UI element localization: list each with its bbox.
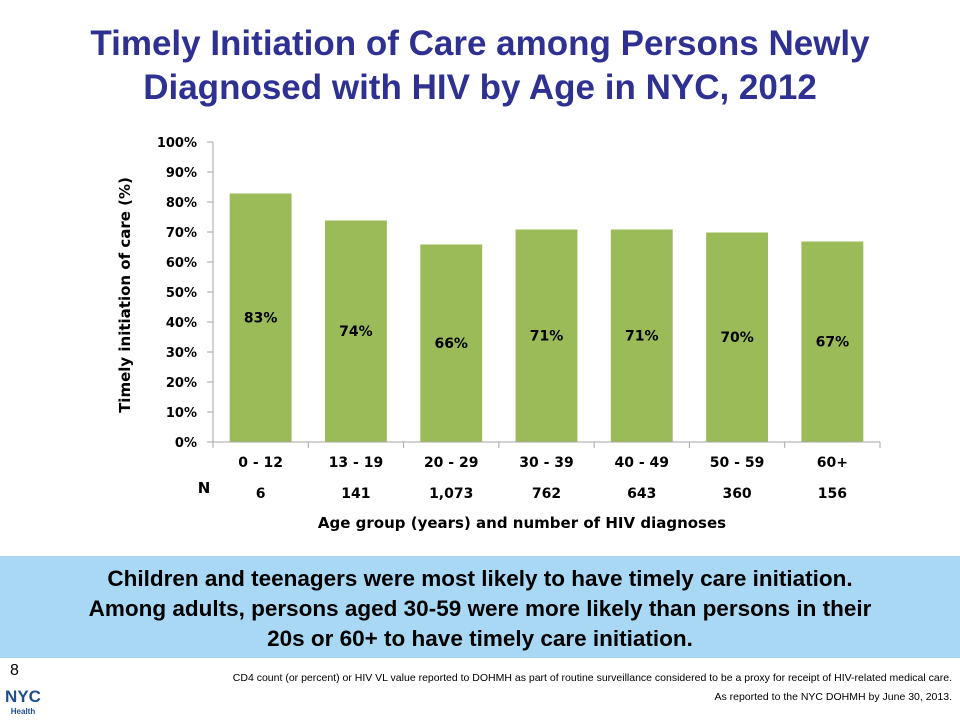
bar [228,192,293,443]
bar-data-label: 83% [244,311,278,327]
bar-data-label: 66% [434,336,468,352]
page-number: 8 [10,662,19,679]
bar [323,219,388,443]
bars: 83% 74% 66% 71% 71% 70% 67% [228,192,865,443]
logo-subtext: Health [11,707,36,716]
x-axis-title: Age group (years) and number of HIV diag… [318,514,726,532]
callout-line-3: 20s or 60+ to have timely care initiatio… [267,626,693,651]
bar [705,231,770,443]
n-value-label: 141 [341,486,370,502]
x-category-label: 40 - 49 [615,455,670,471]
x-category-label: 30 - 39 [519,455,574,471]
y-tick-label: 80% [166,196,197,211]
y-tick-label: 20% [166,376,197,391]
bar-data-label: 71% [530,329,564,345]
y-axis: 0% 10% 20% 30% 40% 50% 60% 70% 80% 90% 100% [157,136,214,451]
x-category-label: 50 - 59 [710,455,765,471]
title-line-2: Diagnosed with HIV by Age in NYC, 2012 [143,68,817,107]
n-value-label: 1,073 [429,486,473,502]
x-axis: 0 - 12 6 13 - 19 141 20 - 29 1,073 30 - 39 762 4… [212,441,881,502]
footnote-source: As reported to the NYC DOHMH by June 30,… [714,691,952,703]
n-value-label: 360 [722,486,751,502]
y-tick-label: 0% [175,436,197,451]
y-tick-label: 30% [166,346,197,361]
logo-text: NYC [5,687,41,706]
nyc-health-logo: NYC Health [3,680,43,718]
x-category-label: 60+ [817,455,848,471]
bar-data-label: 70% [720,330,754,346]
n-label: N [198,479,211,497]
y-tick-label: 40% [166,316,197,331]
bar [514,228,579,443]
y-tick-label: 90% [166,166,197,181]
slide-title: Timely Initiation of Care among Persons … [0,22,960,110]
bar-data-label: 71% [625,329,659,345]
y-axis-title: Timely initiation of care (%) [116,177,134,413]
y-tick-label: 60% [166,256,197,271]
x-category-label: 20 - 29 [424,455,479,471]
callout-line-1: Children and teenagers were most likely … [107,566,853,591]
x-category-label: 13 - 19 [329,455,384,471]
bar [419,243,484,443]
footnote-definition: CD4 count (or percent) or HIV VL value r… [232,672,952,684]
y-tick-label: 70% [166,226,197,241]
bar-data-label: 67% [816,335,850,351]
callout-line-2: Among adults, persons aged 30-59 were mo… [88,596,872,621]
y-tick-label: 50% [166,286,197,301]
y-tick-label: 100% [157,136,197,151]
bar [609,228,674,443]
n-value-label: 6 [256,486,266,502]
y-tick-label: 10% [166,406,197,421]
bar-chart: 0% 10% 20% 30% 40% 50% 60% 70% 80% 90% 100% 83% 74%… [116,136,881,532]
bar [800,240,865,443]
bar-data-label: 74% [339,324,373,340]
title-line-1: Timely Initiation of Care among Persons … [90,24,870,63]
callout-box: Children and teenagers were most likely … [0,556,960,658]
x-category-label: 0 - 12 [238,455,283,471]
n-value-label: 643 [627,486,656,502]
n-value-label: 762 [532,486,561,502]
n-value-label: 156 [818,486,847,502]
